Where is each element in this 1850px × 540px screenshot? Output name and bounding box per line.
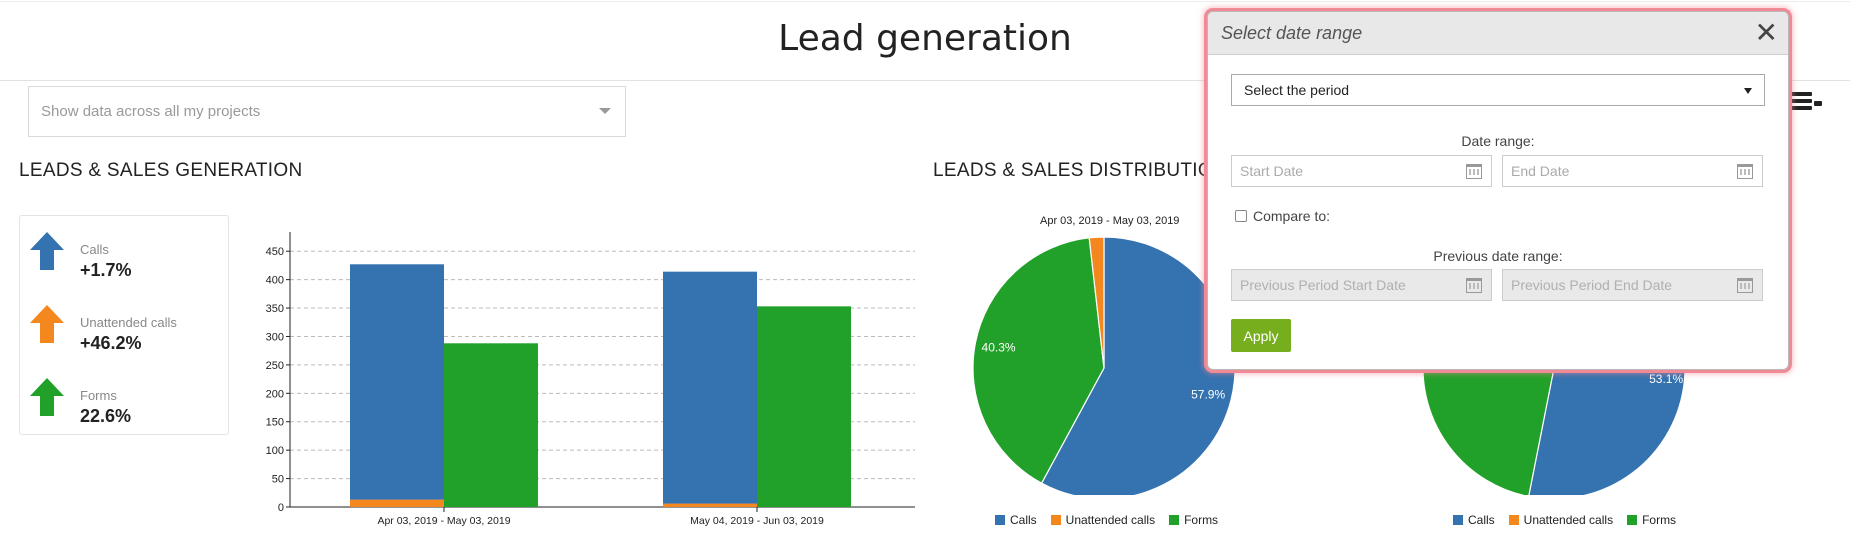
pie-slice-unattended-calls[interactable] xyxy=(1088,236,1105,369)
x-tick-label: Apr 03, 2019 - May 03, 2019 xyxy=(377,515,510,527)
calendar-icon[interactable] xyxy=(1737,164,1753,179)
bar-unattended-calls[interactable] xyxy=(350,499,444,507)
kpi-label: Forms xyxy=(80,388,117,403)
calendar-icon[interactable] xyxy=(1466,164,1482,179)
pie-legend-2: Calls Unattended calls Forms xyxy=(1453,513,1676,527)
pie-title: Apr 03, 2019 - May 03, 2019 xyxy=(1040,215,1180,227)
arrow-up-icon xyxy=(30,378,64,416)
section-title-distribution: LEADS & SALES DISTRIBUTION xyxy=(933,160,1227,181)
modal-header: Select date range ✕ xyxy=(1208,12,1788,55)
bar-chart: 0 50 100 150 200 250 300 350 400 450 Apr 03, 2019 … xyxy=(266,232,915,527)
previous-range-label: Previous date range: xyxy=(1433,248,1563,264)
y-tick-label: 250 xyxy=(266,360,284,372)
compare-toggle[interactable]: Compare to: xyxy=(1235,208,1330,224)
kpi-label: Unattended calls xyxy=(80,315,177,330)
x-tick-label: May 04, 2019 - Jun 03, 2019 xyxy=(690,515,824,527)
modal-title: Select date range xyxy=(1221,23,1363,43)
y-tick-label: 100 xyxy=(266,445,284,457)
y-tick-label: 200 xyxy=(266,388,284,400)
close-icon[interactable]: ✕ xyxy=(1754,17,1778,48)
top-divider xyxy=(0,1,1850,2)
legend-item-unattended[interactable]: Unattended calls xyxy=(1050,513,1155,527)
apply-button[interactable]: Apply xyxy=(1231,319,1291,352)
legend-item-forms[interactable]: Forms xyxy=(1169,513,1218,527)
hamburger-menu-icon[interactable] xyxy=(1790,92,1822,114)
legend-item-unattended[interactable]: Unattended calls xyxy=(1508,513,1613,527)
y-tick-label: 450 xyxy=(266,246,284,258)
legend-item-forms[interactable]: Forms xyxy=(1627,513,1676,527)
period-select[interactable]: Select the period xyxy=(1231,74,1765,106)
bar-calls[interactable] xyxy=(663,271,757,504)
y-tick-label: 300 xyxy=(266,331,284,343)
kpi-value: +1.7% xyxy=(80,260,132,280)
pie-legend-1: Calls Unattended calls Forms xyxy=(995,513,1218,527)
kpi-forms: Forms 22.6% xyxy=(20,374,228,434)
bar-forms[interactable] xyxy=(444,343,538,507)
legend-item-calls[interactable]: Calls xyxy=(1453,513,1495,527)
pie-data-label: 57.9% xyxy=(1191,387,1225,401)
previous-start-date-input[interactable]: Previous Period Start Date xyxy=(1231,269,1492,301)
section-title-generation: LEADS & SALES GENERATION xyxy=(19,160,303,181)
bar-forms[interactable] xyxy=(757,306,851,507)
compare-checkbox[interactable] xyxy=(1235,210,1247,222)
date-range-label: Date range: xyxy=(1461,133,1535,149)
y-tick-label: 350 xyxy=(266,303,284,315)
kpi-label: Calls xyxy=(80,242,109,257)
start-date-input[interactable]: Start Date xyxy=(1231,155,1492,187)
pie-slice-calls[interactable] xyxy=(1040,236,1236,495)
pie-chart-1: 57.9% 40.3% xyxy=(972,236,1236,495)
compare-label: Compare to: xyxy=(1253,208,1331,224)
chevron-down-icon xyxy=(599,108,611,114)
calendar-icon xyxy=(1737,278,1753,293)
project-select-label: Show data across all my projects xyxy=(41,103,261,120)
header-divider xyxy=(0,80,1850,81)
bar-unattended-calls[interactable] xyxy=(663,503,757,507)
kpi-unattended-calls: Unattended calls +46.2% xyxy=(20,301,228,361)
pie-data-label: 53.1% xyxy=(1649,372,1683,386)
y-tick-label: 150 xyxy=(266,417,284,429)
y-tick-label: 0 xyxy=(278,502,284,514)
bar-calls[interactable] xyxy=(350,264,444,500)
legend-item-calls[interactable]: Calls xyxy=(995,513,1037,527)
kpi-value: 22.6% xyxy=(80,406,132,426)
arrow-up-icon xyxy=(30,232,64,270)
kpi-panel: Calls +1.7% Unattended calls +46.2% Form… xyxy=(19,215,229,435)
page-title: Lead generation xyxy=(778,18,1072,59)
project-select[interactable]: Show data across all my projects xyxy=(28,86,626,137)
date-range-modal: Select date range ✕ Select the period Da… xyxy=(1207,11,1789,370)
y-tick-label: 400 xyxy=(266,275,284,287)
pie-data-label: 40.3% xyxy=(982,341,1016,355)
arrow-up-icon xyxy=(30,305,64,343)
end-date-input[interactable]: End Date xyxy=(1502,155,1763,187)
y-tick-label: 50 xyxy=(272,474,284,486)
period-select-value: Select the period xyxy=(1244,82,1350,98)
chevron-down-icon xyxy=(1744,88,1752,94)
previous-end-date-input[interactable]: Previous Period End Date xyxy=(1502,269,1763,301)
kpi-calls: Calls +1.7% xyxy=(20,228,228,288)
calendar-icon xyxy=(1466,278,1482,293)
pie-slice-forms[interactable] xyxy=(972,237,1105,485)
kpi-value: +46.2% xyxy=(80,333,142,353)
